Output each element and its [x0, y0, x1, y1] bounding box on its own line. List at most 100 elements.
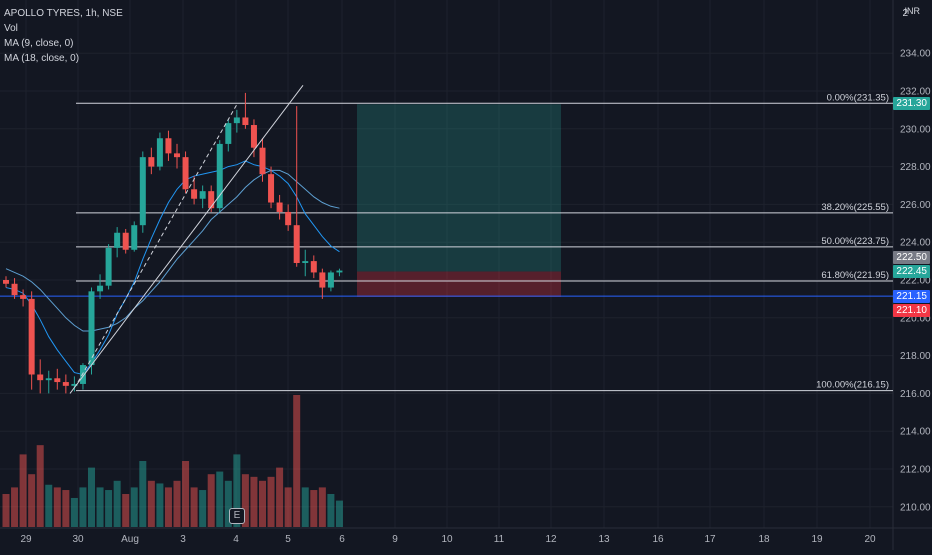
- candle-body: [199, 191, 206, 199]
- candle-body: [62, 382, 69, 386]
- candle-body: [37, 374, 44, 381]
- x-tick-label: 19: [811, 534, 823, 545]
- candle-body: [71, 383, 78, 386]
- candle-body: [208, 191, 215, 209]
- y-tick-label: 214.00: [900, 427, 931, 438]
- candle-body: [105, 247, 112, 286]
- volume-bar: [122, 494, 130, 527]
- volume-bar: [79, 487, 87, 527]
- candle-body: [250, 125, 257, 148]
- x-tick-label: 13: [598, 534, 610, 545]
- volume-bar: [293, 395, 301, 527]
- volume-bar: [267, 476, 275, 527]
- volume-bar: [36, 445, 44, 527]
- y-tick-label: 210.00: [900, 502, 931, 513]
- candle-body: [302, 261, 309, 263]
- candle-body: [20, 295, 27, 299]
- candle-body: [327, 272, 334, 288]
- candle-body: [148, 157, 155, 167]
- volume-bar: [19, 454, 27, 527]
- volume-bar: [156, 483, 164, 527]
- candle-body: [156, 138, 163, 167]
- currency-label: INR: [904, 6, 921, 16]
- x-tick-label: 4: [233, 534, 239, 545]
- ma18-line: [5, 169, 340, 332]
- y-tick-label: 226.00: [900, 200, 931, 211]
- y-tick-label: 230.00: [900, 124, 931, 135]
- volume-bar: [199, 490, 207, 527]
- last-price-tag: 222.50: [893, 251, 930, 264]
- volume-bar: [45, 484, 53, 527]
- x-tick-label: 6: [339, 534, 345, 545]
- candle-body: [131, 225, 138, 250]
- volume-bar: [241, 474, 249, 527]
- volume-legend: Vol: [4, 23, 18, 34]
- position-profit-zone: [357, 104, 561, 272]
- candle-body: [242, 117, 249, 126]
- candle-body: [276, 202, 283, 212]
- position-loss-zone: [357, 271, 561, 298]
- earnings-event-icon[interactable]: E: [229, 508, 245, 524]
- fib-level-label: 100.00%(216.15): [816, 380, 889, 391]
- x-tick-label: 5: [285, 534, 291, 545]
- candle-body: [165, 138, 172, 154]
- entry-price-tag: 222.45: [893, 265, 930, 278]
- volume-bar: [276, 467, 284, 527]
- fib-level-label: 61.80%(221.95): [821, 270, 889, 281]
- volume-bar: [318, 487, 326, 527]
- candle-body: [233, 117, 240, 124]
- volume-bar: [327, 494, 335, 527]
- x-tick-label: 12: [545, 534, 557, 545]
- candle-body: [88, 291, 95, 366]
- candle-body: [225, 123, 232, 144]
- candle-body: [319, 272, 326, 288]
- candle-body: [336, 270, 343, 273]
- volume-bar: [113, 480, 121, 527]
- x-tick-label: 30: [72, 534, 84, 545]
- volume-bar: [62, 490, 70, 527]
- x-tick-label: 29: [20, 534, 32, 545]
- volume-bar: [173, 480, 181, 527]
- candle-body: [45, 378, 52, 381]
- candle-body: [268, 174, 275, 203]
- candle-body: [310, 261, 317, 273]
- candle-body: [114, 232, 121, 248]
- y-tick-label: 228.00: [900, 162, 931, 173]
- candle-body: [174, 153, 180, 158]
- candle-body: [97, 285, 104, 292]
- candle-body: [139, 157, 146, 226]
- volume-bar: [207, 474, 215, 527]
- volume-bar: [130, 487, 138, 527]
- volume-bar: [216, 471, 224, 527]
- ma9-legend: MA (9, close, 0): [4, 38, 74, 49]
- chart-legend: APOLLO TYRES, 1h, NSE Vol MA (9, close, …: [4, 6, 123, 66]
- y-tick-label: 232.00: [900, 87, 931, 98]
- volume-bar: [233, 454, 241, 527]
- candle-body: [182, 157, 189, 190]
- stop-price-tag: 221.10: [893, 304, 930, 317]
- candle-body: [11, 283, 18, 296]
- y-tick-label: 216.00: [900, 389, 931, 400]
- x-tick-label: 10: [441, 534, 453, 545]
- x-tick-label: 16: [652, 534, 664, 545]
- volume-bar: [2, 494, 10, 527]
- candle-body: [122, 232, 129, 250]
- volume-bar: [139, 461, 147, 527]
- trend-line: [69, 85, 304, 394]
- candle-body: [79, 365, 86, 384]
- y-tick-label: 222.00: [900, 276, 931, 287]
- candle-body: [216, 143, 223, 209]
- ma9-line: [5, 160, 340, 376]
- dashed-trend-line: [77, 103, 238, 383]
- volume-bar: [88, 467, 95, 527]
- x-tick-label: 11: [494, 534, 505, 545]
- candle-body: [3, 280, 9, 284]
- volume-bar: [96, 487, 104, 527]
- fib-level-label: 50.00%(223.75): [821, 236, 889, 247]
- x-tick-label: 17: [704, 534, 716, 545]
- y-tick-label: 212.00: [900, 465, 931, 476]
- volume-bar: [310, 490, 318, 527]
- volume-bar: [11, 487, 19, 527]
